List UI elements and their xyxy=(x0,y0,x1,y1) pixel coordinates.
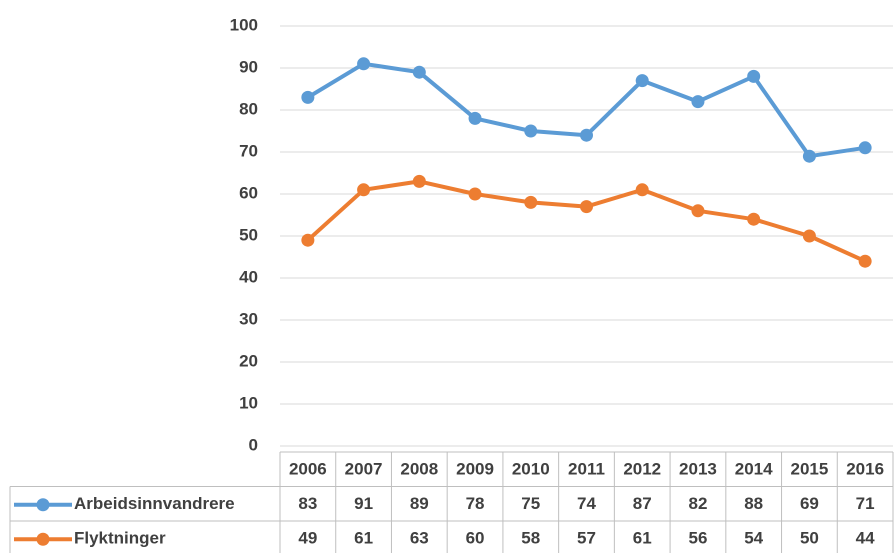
data-table-value: 78 xyxy=(466,494,485,513)
point xyxy=(468,111,482,125)
series-line xyxy=(306,179,866,264)
y-tick-label: 10 xyxy=(239,393,258,412)
data-table-value: 63 xyxy=(410,529,429,548)
data-table-value: 57 xyxy=(577,529,596,548)
data-table-value: 50 xyxy=(800,529,819,548)
legend-label: Arbeidsinnvandrere xyxy=(74,494,235,513)
y-tick-label: 30 xyxy=(239,309,258,328)
data-table-value: 83 xyxy=(298,494,317,513)
data-table-value: 88 xyxy=(744,494,763,513)
point xyxy=(301,90,315,104)
data-table-value: 75 xyxy=(521,494,540,513)
point xyxy=(747,212,761,226)
data-table-value: 58 xyxy=(521,529,540,548)
x-tick-label: 2006 xyxy=(289,460,327,479)
data-table-value: 60 xyxy=(466,529,485,548)
y-tick-label: 90 xyxy=(239,57,258,76)
x-tick-label: 2015 xyxy=(790,460,828,479)
point xyxy=(412,65,426,79)
point xyxy=(524,195,538,209)
point xyxy=(580,200,593,214)
point xyxy=(691,204,705,218)
y-tick-label: 40 xyxy=(239,267,258,286)
point xyxy=(580,128,593,142)
data-table-value: 54 xyxy=(744,529,763,548)
x-tick-label: 2014 xyxy=(735,460,773,479)
data-table-value: 61 xyxy=(354,529,373,548)
legend-key-marker xyxy=(36,532,50,546)
x-tick-label: 2007 xyxy=(345,460,383,479)
y-tick-label: 20 xyxy=(239,351,258,370)
data-table-value: 89 xyxy=(410,494,429,513)
data-table-value: 87 xyxy=(633,494,652,513)
data-table-value: 71 xyxy=(856,494,875,513)
y-tick-label: 60 xyxy=(239,183,258,202)
data-table-value: 74 xyxy=(577,494,596,513)
point xyxy=(691,95,705,109)
x-tick-label: 2013 xyxy=(679,460,717,479)
legend-key-marker xyxy=(36,498,50,512)
point xyxy=(858,254,872,268)
data-table-value: 61 xyxy=(633,529,652,548)
point xyxy=(858,141,872,155)
x-tick-label: 2010 xyxy=(512,460,550,479)
y-tick-label: 0 xyxy=(249,435,258,454)
point xyxy=(635,183,649,197)
point xyxy=(802,229,816,243)
x-tick-label: 2016 xyxy=(846,460,884,479)
data-table-value: 56 xyxy=(688,529,707,548)
point xyxy=(524,124,538,138)
y-tick-label: 100 xyxy=(230,15,258,34)
point xyxy=(357,183,371,197)
legend-label: Flyktninger xyxy=(74,529,166,548)
data-table-value: 44 xyxy=(856,529,875,548)
point xyxy=(747,69,761,83)
point xyxy=(412,174,426,188)
data-table-value: 69 xyxy=(800,494,819,513)
point xyxy=(802,149,816,163)
point xyxy=(635,74,649,88)
x-tick-label: 2011 xyxy=(568,460,605,479)
point xyxy=(468,187,482,201)
y-tick-label: 50 xyxy=(239,225,258,244)
x-tick-label: 2008 xyxy=(400,460,438,479)
y-tick-label: 80 xyxy=(239,99,258,118)
data-table-value: 49 xyxy=(298,529,317,548)
data-table-value: 82 xyxy=(688,494,707,513)
point xyxy=(357,57,371,71)
data-table-value: 91 xyxy=(354,494,373,513)
x-tick-label: 2009 xyxy=(456,460,494,479)
y-tick-label: 70 xyxy=(239,141,258,160)
x-tick-label: 2012 xyxy=(623,460,661,479)
point xyxy=(301,233,315,247)
